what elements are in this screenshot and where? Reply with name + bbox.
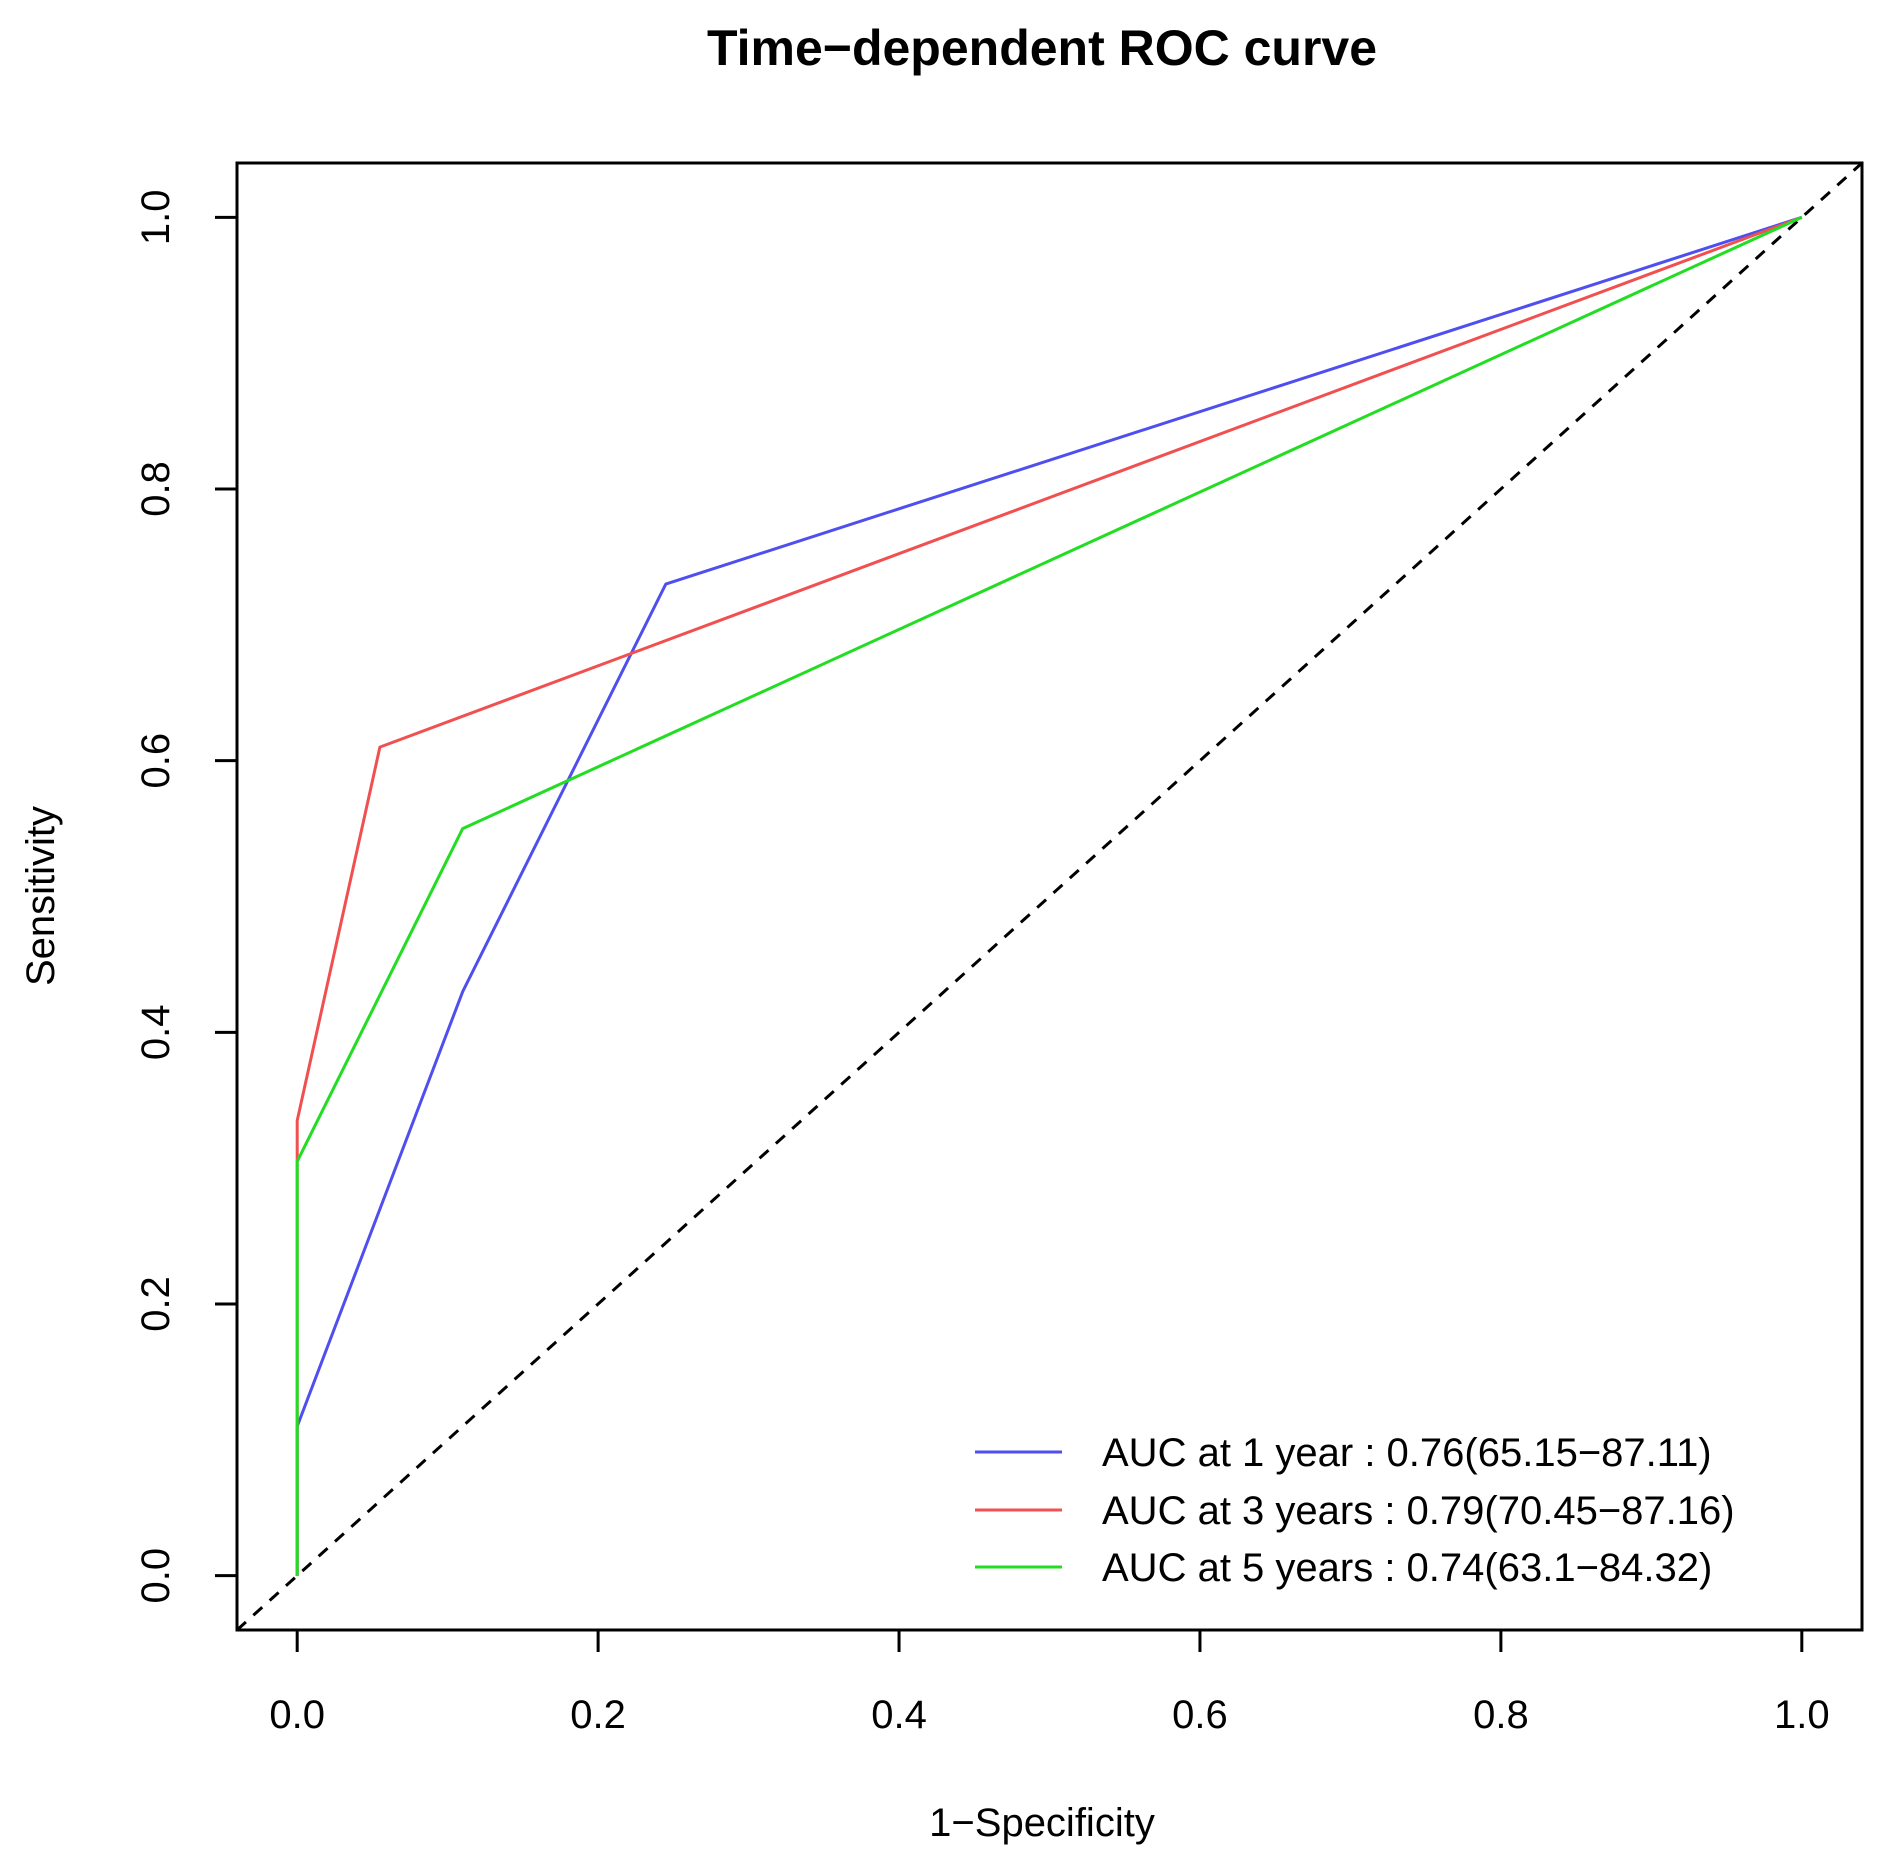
x-tick-label: 0.2	[570, 1693, 626, 1737]
chart-title: Time−dependent ROC curve	[707, 20, 1377, 76]
x-axis: 0.0 0.2 0.4 0.6 0.8 1.0	[269, 1628, 1830, 1737]
x-tick-label: 0.8	[1473, 1693, 1529, 1737]
y-tick-label: 0.2	[134, 1276, 178, 1332]
y-tick-label: 0.6	[134, 733, 178, 789]
y-tick-label: 1.0	[134, 189, 178, 245]
x-axis-label: 1−Specificity	[929, 1801, 1155, 1845]
y-tick-label: 0.0	[134, 1548, 178, 1604]
y-tick-label: 0.8	[134, 461, 178, 517]
y-axis-label: Sensitivity	[19, 806, 63, 986]
legend-label-3: AUC at 5 years : 0.74(63.1−84.32)	[1102, 1546, 1712, 1590]
x-tick-label: 1.0	[1774, 1693, 1830, 1737]
reference-diagonal-line	[237, 163, 1862, 1630]
x-tick-label: 0.4	[871, 1693, 927, 1737]
x-tick-label: 0.0	[269, 1693, 325, 1737]
legend: AUC at 1 year : 0.76(65.15−87.11) AUC at …	[975, 1431, 1735, 1590]
plot-area	[237, 163, 1862, 1630]
y-tick-label: 0.4	[134, 1004, 178, 1060]
legend-label-1: AUC at 1 year : 0.76(65.15−87.11)	[1102, 1431, 1712, 1475]
legend-label-2: AUC at 3 years : 0.79(70.45−87.16)	[1102, 1489, 1735, 1533]
y-axis: 0.0 0.2 0.4 0.6 0.8 1.0	[134, 189, 237, 1604]
x-tick-label: 0.6	[1172, 1693, 1228, 1737]
series-line-3	[295, 215, 1803, 1576]
